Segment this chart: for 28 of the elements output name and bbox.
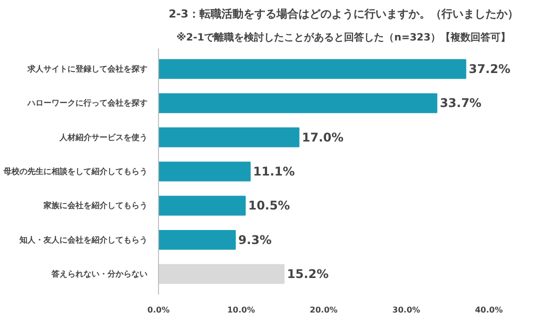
- data-label: 11.1%: [253, 164, 295, 178]
- x-tick-label: 30.0%: [392, 306, 420, 314]
- y-tick-label: 答えられない・分からない: [50, 270, 148, 278]
- bar: [158, 196, 246, 216]
- data-label: 37.2%: [468, 62, 510, 76]
- y-tick-label: ハローワークに行って会社を探す: [26, 98, 148, 108]
- x-tick-label: 0.0%: [147, 306, 170, 314]
- y-tick-label: 母校の先生に相談をして紹介してもらう: [2, 167, 148, 176]
- x-tick-label: 10.0%: [227, 306, 255, 314]
- data-label: 33.7%: [440, 96, 482, 110]
- x-tick-label: 20.0%: [310, 306, 338, 314]
- data-label: 9.3%: [238, 232, 272, 247]
- bar: [158, 127, 300, 148]
- bar: [158, 93, 438, 114]
- y-tick-label: 求人サイトに登録して会社を探す: [26, 64, 148, 74]
- bar: [158, 162, 251, 182]
- bar: [158, 230, 236, 250]
- data-label: 10.5%: [248, 198, 290, 213]
- data-label: 15.2%: [287, 267, 329, 281]
- data-label: 17.0%: [302, 130, 344, 144]
- y-tick-label: 知人・友人に会社を紹介してもらう: [18, 235, 148, 244]
- x-tick-label: 40.0%: [474, 306, 503, 314]
- y-tick-label: 家族に会社を紹介してもらう: [42, 200, 148, 210]
- y-tick-label: 人材紹介サービスを使う: [58, 132, 148, 142]
- chart-title: 2-3：転職活動をする場合はどのように行いますか。（行いましたか）: [168, 8, 518, 20]
- bar: [158, 264, 285, 284]
- chart-subtitle: ※2-1で離職を検討したことがあると回答した（n=323）【複数回答可】: [176, 32, 511, 44]
- bar: [158, 59, 466, 79]
